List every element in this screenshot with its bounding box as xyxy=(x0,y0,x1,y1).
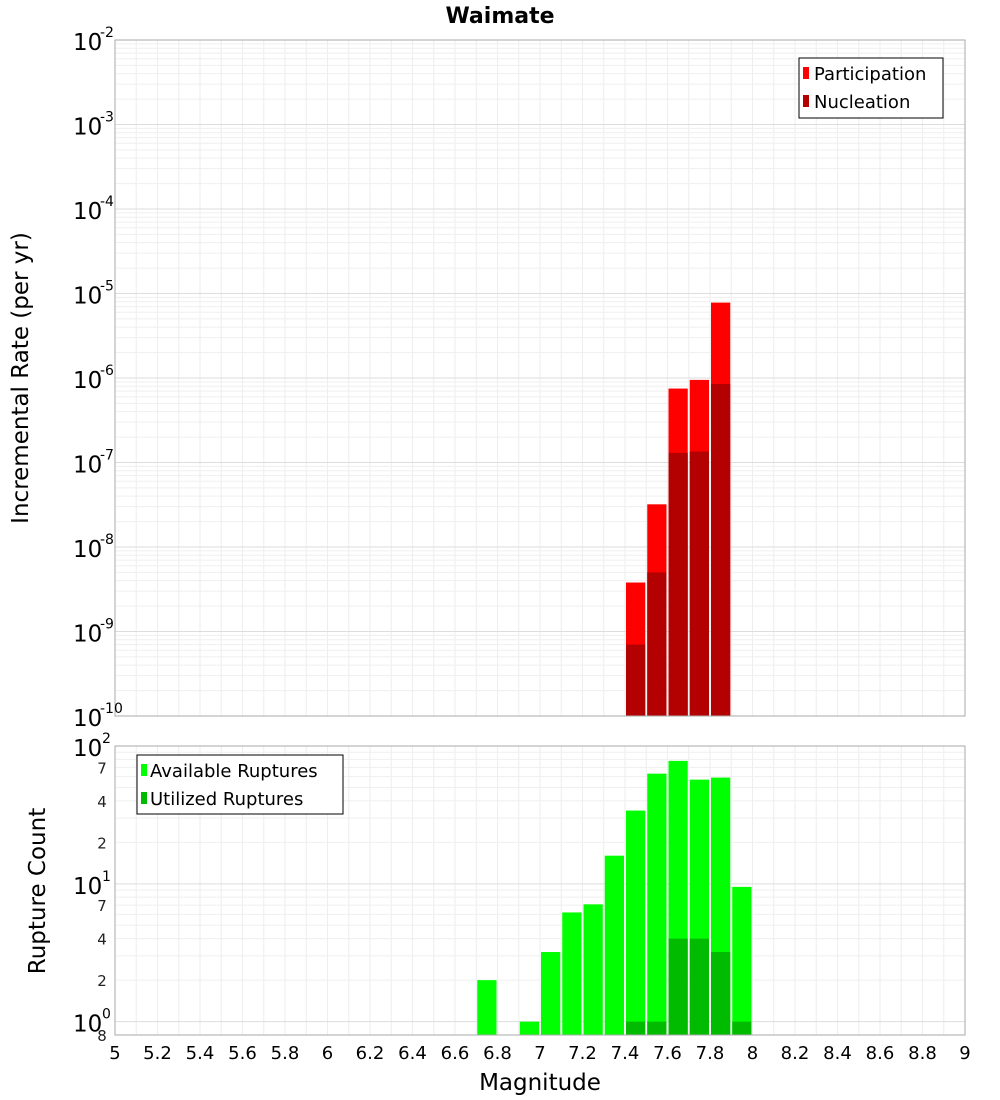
top-plot-grid xyxy=(114,40,966,717)
bottom-bar-a xyxy=(562,912,582,1035)
legend-label-nucleation: Nucleation xyxy=(814,92,910,113)
y-tick-exponent: -3 xyxy=(100,110,114,126)
top-legend: Participation Nucleation xyxy=(798,57,944,119)
x-tick-label: 7.8 xyxy=(696,1043,725,1064)
x-tick-label: 5.6 xyxy=(228,1043,257,1064)
bottom-legend: Available Ruptures Utilized Ruptures xyxy=(136,754,344,815)
top-bar-b xyxy=(647,572,667,716)
y-minor-tick-label: 7 xyxy=(97,759,107,777)
legend-swatch-participation xyxy=(803,67,809,79)
bottom-bar-b xyxy=(647,1021,667,1035)
y-tick-label: 10 xyxy=(73,706,102,732)
y-tick-exponent: -6 xyxy=(100,363,114,379)
bottom-bar-b xyxy=(732,1021,752,1035)
legend-label-participation: Participation xyxy=(814,64,926,85)
y-tick-exponent: -9 xyxy=(100,617,114,633)
bottom-bar-a xyxy=(477,980,497,1035)
y-minor-tick-label: 8 xyxy=(97,1027,107,1045)
x-tick-label: 7.6 xyxy=(653,1043,682,1064)
y-minor-tick-label: 7 xyxy=(97,897,107,915)
y-minor-tick-label: 4 xyxy=(97,931,107,949)
bottom-bar-b xyxy=(626,1021,646,1035)
x-tick-label: 5.2 xyxy=(143,1043,172,1064)
y-tick-label: 10 xyxy=(73,284,102,310)
x-tick-label: 6.4 xyxy=(398,1043,427,1064)
chart-title: Waimate xyxy=(445,4,554,29)
x-tick-label: 6 xyxy=(322,1043,333,1064)
top-legend-box xyxy=(798,57,944,119)
y-tick-label: 10 xyxy=(73,622,102,648)
x-tick-label: 5 xyxy=(109,1043,120,1064)
x-tick-label: 5.8 xyxy=(271,1043,300,1064)
bottom-y-axis-label: Rupture Count xyxy=(25,808,51,974)
top-bar-b xyxy=(689,451,709,716)
x-tick-label: 8.2 xyxy=(781,1043,810,1064)
y-tick-label: 10 xyxy=(73,115,102,141)
x-axis-label: Magnitude xyxy=(479,1070,601,1096)
x-tick-label: 6.2 xyxy=(356,1043,385,1064)
x-tick-label: 9 xyxy=(959,1043,970,1064)
x-tick-label: 6.6 xyxy=(441,1043,470,1064)
top-bar-b xyxy=(668,452,688,716)
y-tick-exponent: 2 xyxy=(102,731,111,747)
top-plot-bars xyxy=(626,302,731,716)
top-bar-b xyxy=(626,644,646,716)
bottom-bar-b xyxy=(711,952,731,1035)
y-minor-tick-label: 2 xyxy=(97,834,107,852)
bottom-bar-b xyxy=(668,938,688,1035)
y-tick-label: 10 xyxy=(73,736,102,762)
legend-swatch-nucleation xyxy=(803,95,809,107)
bottom-bar-a xyxy=(626,810,646,1035)
x-axis-ticks: 5 5.2 5.4 5.6 5.8 6 6.2 6.4 6.6 6.8 7 7.2 7.4 7.6 7.8 8… xyxy=(109,1043,970,1064)
bottom-bar-a xyxy=(732,886,752,1035)
legend-swatch-available xyxy=(141,764,147,776)
y-tick-exponent: -7 xyxy=(100,448,114,464)
x-tick-label: 8 xyxy=(747,1043,758,1064)
x-tick-label: 8.6 xyxy=(866,1043,895,1064)
legend-label-available: Available Ruptures xyxy=(150,761,318,782)
top-bar-b xyxy=(711,383,731,716)
y-tick-label: 10 xyxy=(73,874,102,900)
bottom-bar-a xyxy=(647,773,667,1035)
y-tick-label: 10 xyxy=(73,368,102,394)
y-tick-label: 10 xyxy=(73,1012,102,1038)
y-tick-label: 10 xyxy=(73,30,102,56)
bottom-bar-a xyxy=(604,855,624,1035)
x-tick-label: 8.8 xyxy=(908,1043,937,1064)
y-tick-exponent: 1 xyxy=(102,869,111,885)
top-y-axis-label: Incremental Rate (per yr) xyxy=(8,232,34,524)
x-tick-label: 6.8 xyxy=(483,1043,512,1064)
x-tick-label: 7.2 xyxy=(568,1043,597,1064)
y-minor-tick-label: 2 xyxy=(97,972,107,990)
x-tick-label: 8.4 xyxy=(823,1043,852,1064)
y-tick-exponent: -2 xyxy=(100,25,114,41)
y-tick-exponent: -10 xyxy=(100,701,123,717)
legend-label-utilized: Utilized Ruptures xyxy=(150,789,303,810)
bottom-bar-a xyxy=(541,952,561,1035)
x-tick-label: 7 xyxy=(534,1043,545,1064)
bottom-bar-b xyxy=(689,938,709,1035)
y-tick-label: 10 xyxy=(73,537,102,563)
y-tick-exponent: -4 xyxy=(100,194,114,210)
bottom-plot-frame xyxy=(114,745,966,1036)
x-tick-label: 7.4 xyxy=(611,1043,640,1064)
y-tick-label: 10 xyxy=(73,199,102,225)
bottom-bar-a xyxy=(519,1021,539,1035)
bottom-bar-a xyxy=(583,904,603,1035)
y-minor-tick-label: 4 xyxy=(97,793,107,811)
x-tick-label: 5.4 xyxy=(186,1043,215,1064)
top-y-axis-ticks: 10-210-310-410-510-610-710-810-910-10 xyxy=(73,25,123,732)
y-tick-exponent: -5 xyxy=(100,279,114,295)
y-tick-label: 10 xyxy=(73,453,102,479)
bottom-legend-box xyxy=(136,754,344,815)
bottom-plot-bars xyxy=(477,760,752,1035)
top-plot-frame xyxy=(114,39,966,717)
y-tick-exponent: -8 xyxy=(100,532,114,548)
y-tick-exponent: 0 xyxy=(102,1007,111,1023)
legend-swatch-utilized xyxy=(141,792,147,804)
